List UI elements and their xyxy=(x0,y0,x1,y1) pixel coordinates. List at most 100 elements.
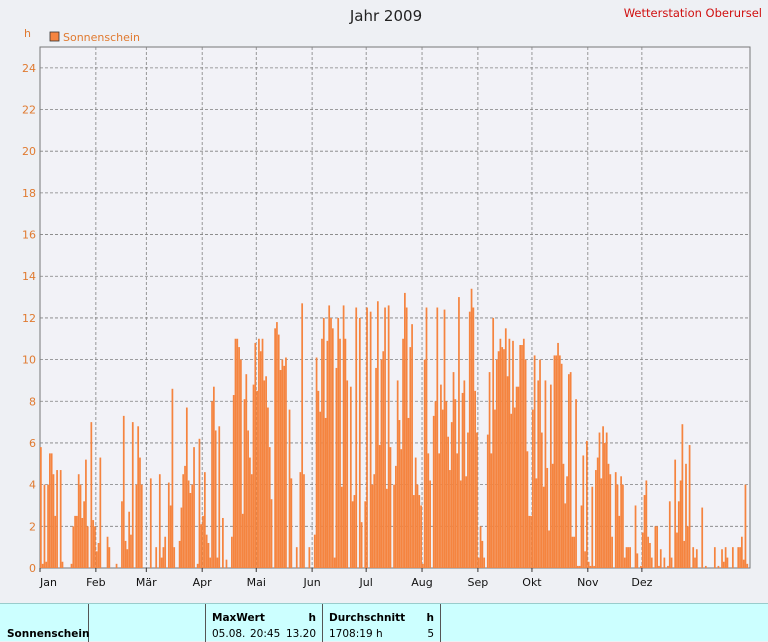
bar xyxy=(371,484,374,568)
bar xyxy=(59,470,62,568)
bar xyxy=(659,549,662,568)
bar xyxy=(476,432,478,568)
y-tick-label: 16 xyxy=(22,229,36,242)
bar xyxy=(625,547,628,568)
x-tick-label: Jun xyxy=(303,576,321,589)
bar xyxy=(526,451,529,568)
bar xyxy=(185,407,188,568)
bar xyxy=(263,380,266,568)
bar xyxy=(539,359,541,568)
bar xyxy=(72,526,75,568)
bar xyxy=(218,426,221,568)
bar xyxy=(650,557,653,568)
legend: Sonnenschein xyxy=(49,31,140,44)
bar xyxy=(128,511,131,568)
bar xyxy=(258,338,260,568)
y-tick-label: 0 xyxy=(29,562,36,575)
bar xyxy=(506,376,509,568)
avg-total: 1708:19 h xyxy=(329,628,383,640)
bar xyxy=(580,505,583,568)
bar xyxy=(77,474,80,568)
max-unit: h xyxy=(308,612,316,624)
bar xyxy=(537,380,540,568)
bar xyxy=(557,342,559,568)
bar xyxy=(232,395,235,568)
bar xyxy=(322,317,325,568)
bar xyxy=(277,334,280,568)
bar xyxy=(605,432,608,568)
bar xyxy=(467,432,469,568)
bar xyxy=(522,338,525,568)
bar xyxy=(440,384,442,568)
bar xyxy=(420,505,422,568)
bar xyxy=(207,542,210,568)
bar xyxy=(308,547,311,568)
bar xyxy=(721,549,723,568)
bar xyxy=(411,324,413,568)
bar xyxy=(52,474,55,568)
bar xyxy=(249,457,251,568)
bar xyxy=(167,482,170,568)
legend-swatch xyxy=(49,31,60,42)
bar xyxy=(380,359,383,568)
bar xyxy=(695,549,698,568)
bar xyxy=(324,417,327,568)
bar xyxy=(427,453,430,568)
bar xyxy=(404,292,406,568)
bar xyxy=(202,515,204,568)
bar xyxy=(670,557,673,568)
bar xyxy=(407,417,410,568)
bar xyxy=(279,370,282,568)
bar xyxy=(602,426,604,568)
bar xyxy=(94,526,96,568)
bar xyxy=(395,465,397,568)
bar xyxy=(290,478,293,568)
bar xyxy=(122,415,125,568)
bar xyxy=(270,499,273,568)
bar xyxy=(256,390,258,568)
bar xyxy=(169,505,172,568)
bar xyxy=(609,474,612,568)
bar xyxy=(614,472,617,568)
bar xyxy=(512,340,514,568)
stats-avg-col: Durchschnitt h 1708:19 h 5 xyxy=(323,604,441,642)
bar xyxy=(315,357,318,568)
bar xyxy=(74,515,76,568)
bar xyxy=(742,559,745,568)
bar xyxy=(285,357,287,568)
bar xyxy=(375,367,377,568)
bar xyxy=(222,517,224,568)
x-tick-label: Sep xyxy=(468,576,489,589)
bar xyxy=(744,484,747,568)
bar xyxy=(191,484,194,568)
bar xyxy=(535,478,538,568)
bar xyxy=(76,515,78,568)
bar xyxy=(577,565,579,568)
legend-label: Sonnenschein xyxy=(63,31,140,44)
bar xyxy=(241,513,244,568)
bar xyxy=(686,526,689,568)
bar xyxy=(483,557,486,568)
bar xyxy=(658,565,660,568)
bar xyxy=(488,372,491,568)
bar xyxy=(335,367,338,568)
bar xyxy=(259,351,262,568)
bar xyxy=(634,505,637,568)
x-tick-label: Nov xyxy=(577,576,599,589)
bar xyxy=(86,526,89,568)
bar xyxy=(472,307,475,568)
bar xyxy=(265,376,267,568)
bar xyxy=(409,347,412,568)
bar xyxy=(414,457,417,568)
bar xyxy=(184,465,186,568)
bar xyxy=(319,411,322,568)
y-tick-label: 4 xyxy=(29,479,36,492)
bar xyxy=(438,453,440,568)
bar xyxy=(429,480,431,568)
bar xyxy=(595,470,597,568)
bar xyxy=(209,557,212,568)
bar xyxy=(575,399,577,568)
bar xyxy=(629,547,631,568)
stats-label-col: Sonnenschein xyxy=(0,604,89,642)
